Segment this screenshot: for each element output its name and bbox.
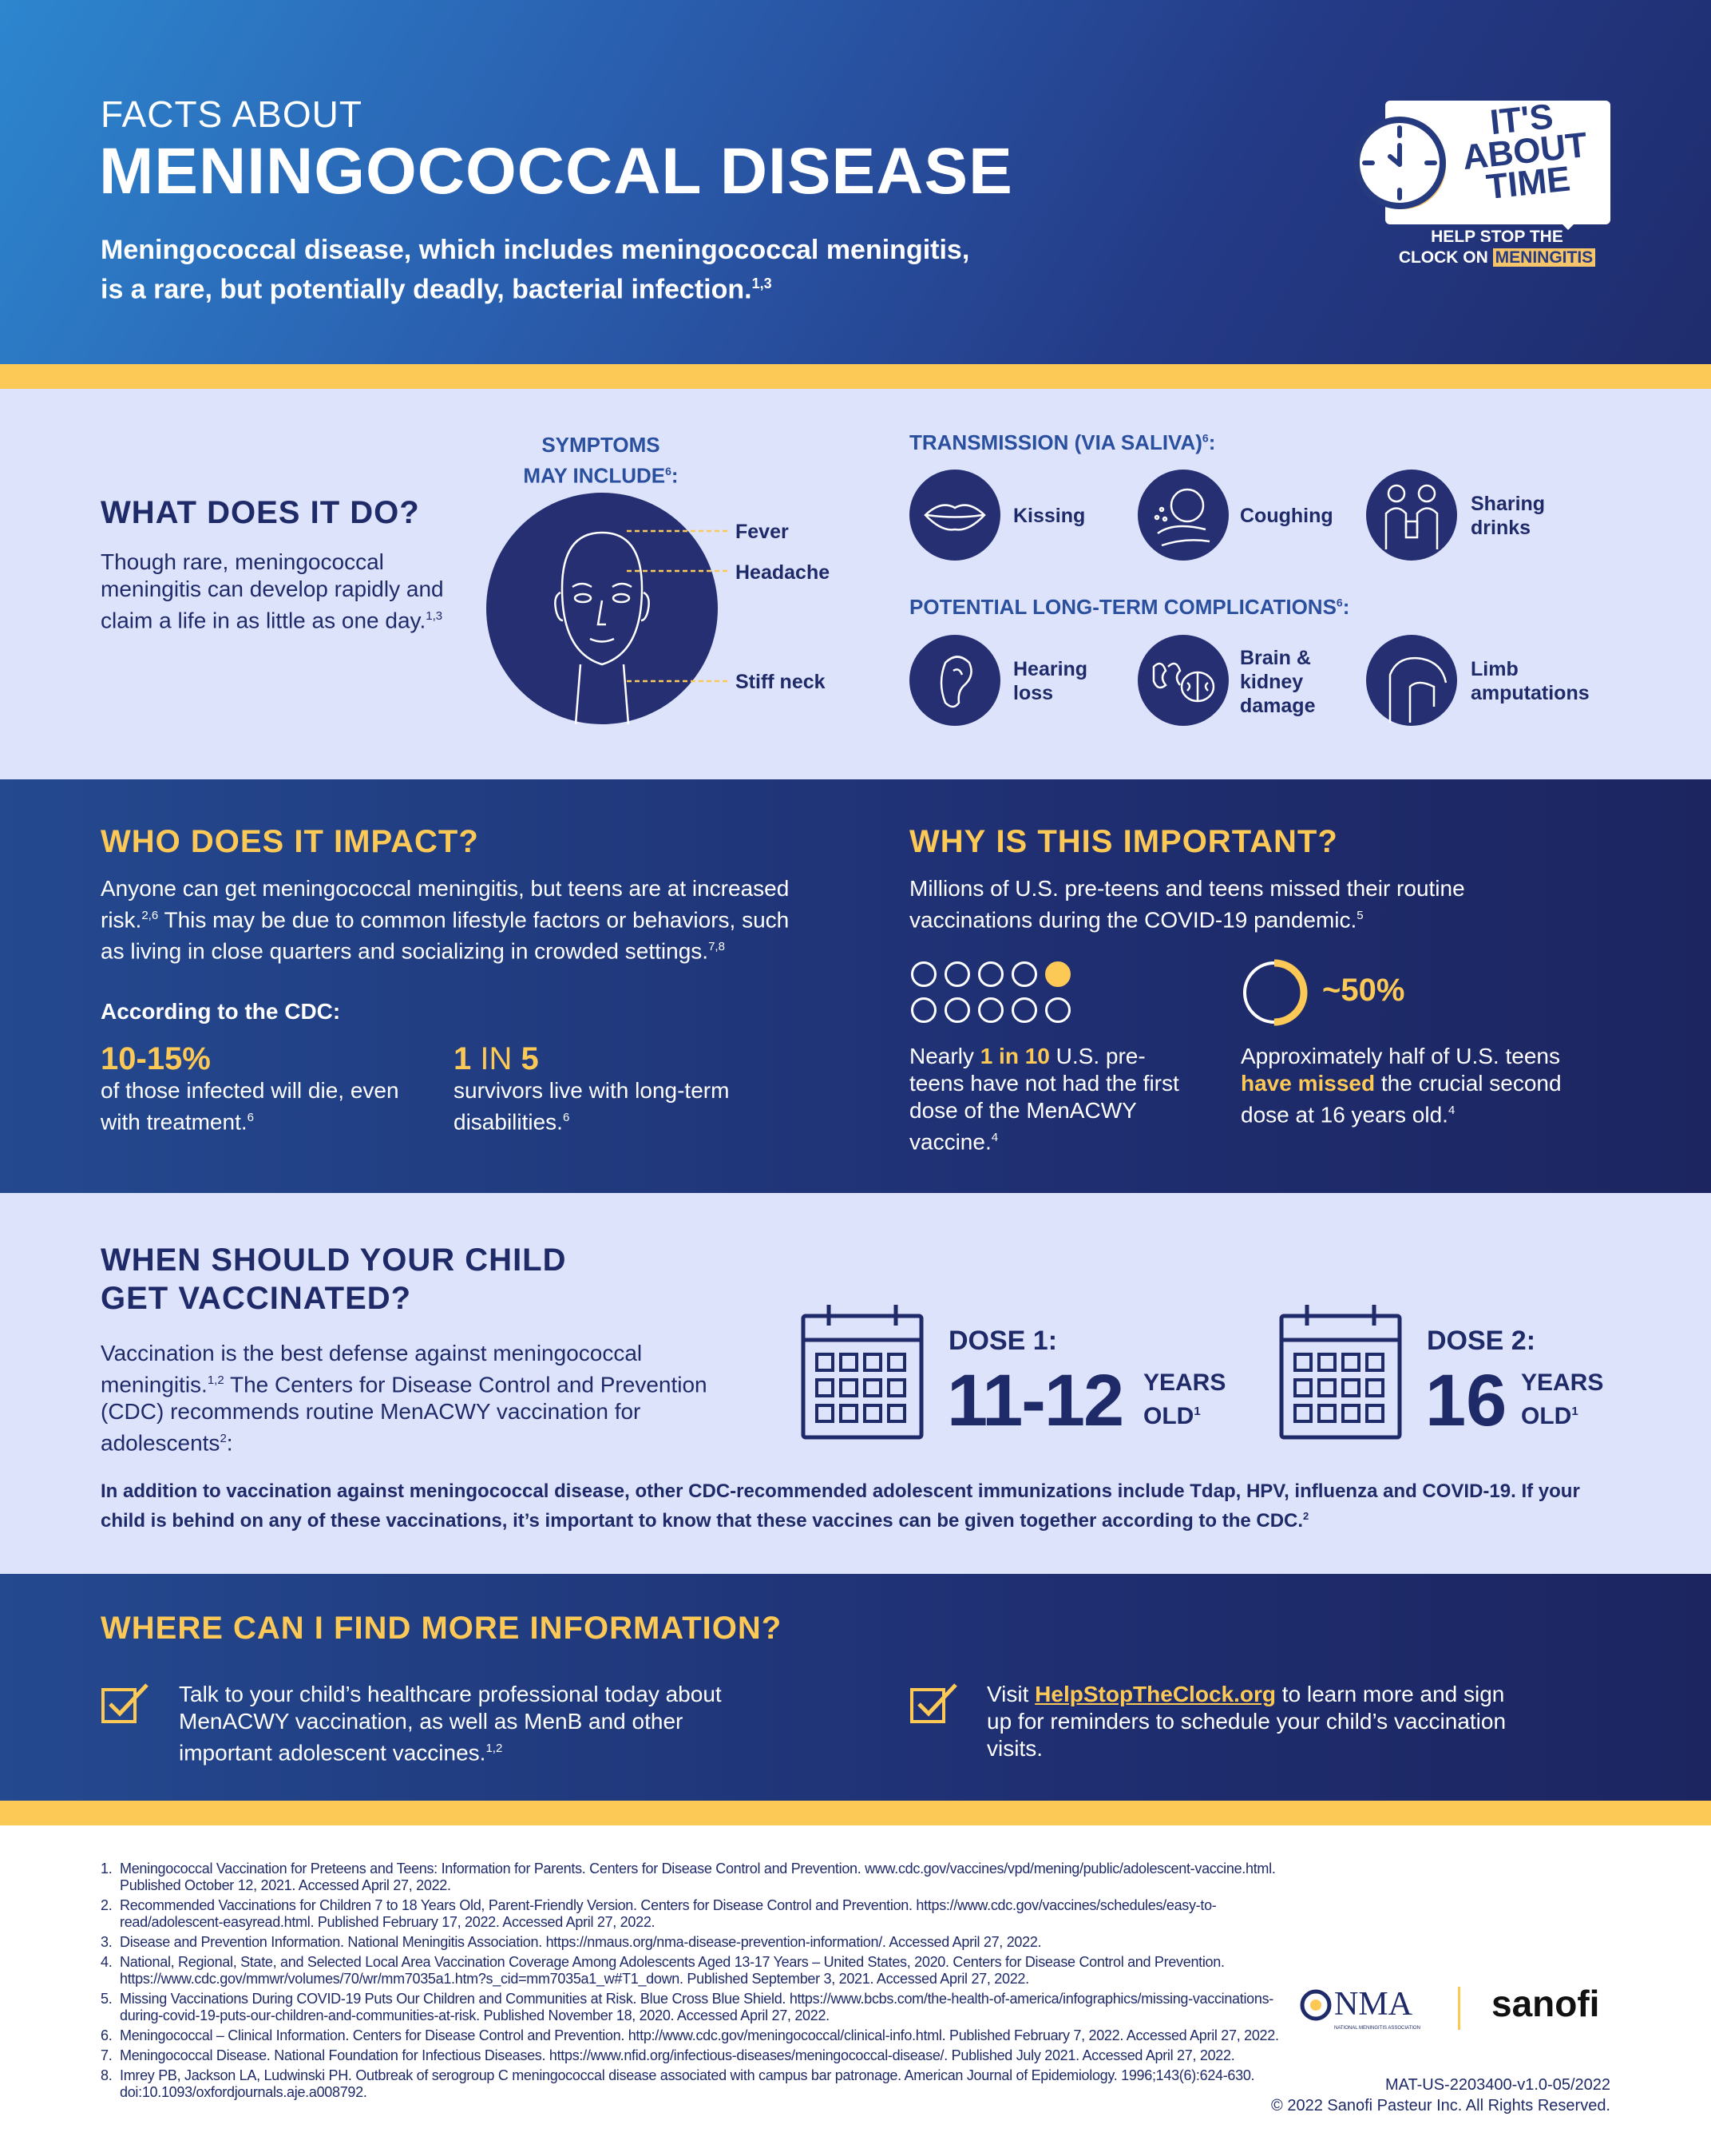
- dose1-label: DOSE 1:: [949, 1326, 1058, 1356]
- where-heading: WHERE CAN I FIND MORE INFORMATION?: [101, 1611, 782, 1646]
- checkbox-icon: [101, 1683, 149, 1723]
- ear-icon: [909, 635, 1000, 726]
- where-item-website: Visit HelpStopTheClock.org to learn more…: [987, 1682, 1507, 1761]
- reference-item: 7. Meningococcal Disease. National Founda…: [101, 2047, 1235, 2063]
- stat-death-rate: 10-15%: [101, 1041, 211, 1076]
- helpstoptheclock-link[interactable]: HelpStopTheClock.org: [1035, 1682, 1276, 1706]
- dose2-age: 16: [1425, 1360, 1507, 1441]
- dose2-units: YEARS OLD1: [1521, 1369, 1604, 1429]
- dot-empty: [1012, 961, 1037, 987]
- transmission-sharing-drinks: Sharing drinks: [1471, 493, 1546, 539]
- reference-item: 8. Imrey PB, Jackson LA, Ludwinski PH. Ou…: [101, 2067, 1255, 2100]
- dot-empty: [1012, 997, 1037, 1023]
- when-section: WHEN SHOULD YOUR CHILD GET VACCINATED? Va…: [0, 1193, 1711, 1574]
- when-note: In addition to vaccination against menin…: [101, 1480, 1580, 1532]
- symptom-fever: Fever: [735, 521, 789, 543]
- stat-death-text: of those infected will die, even with tr…: [101, 1078, 399, 1135]
- where-item-provider: Talk to your child’s healthcare professi…: [179, 1682, 722, 1766]
- dose1-units: YEARS OLD1: [1143, 1369, 1226, 1429]
- dot-empty: [978, 961, 1004, 987]
- sanofi-logo: sanofi: [1491, 1983, 1600, 2024]
- clock-icon: [1353, 117, 1446, 209]
- transmission-kissing: Kissing: [1013, 505, 1086, 527]
- brain-kidney-icon: [1138, 635, 1229, 726]
- coughing-icon: [1138, 470, 1229, 561]
- dot-empty: [945, 961, 970, 987]
- limb-icon: [1366, 635, 1457, 726]
- what-text: Though rare, meningococcal meningitis ca…: [101, 549, 444, 633]
- why-text: Millions of U.S. pre-teens and teens mis…: [909, 876, 1465, 933]
- reference-item: 6. Meningococcal – Clinical Information. …: [101, 2027, 1279, 2043]
- why-heading: WHY IS THIS IMPORTANT?: [909, 824, 1338, 859]
- symptom-stiff-neck: Stiff neck: [735, 671, 826, 693]
- complication-hearing-loss: Hearing loss: [1013, 658, 1088, 704]
- logo-divider: [1458, 1987, 1460, 2030]
- what-heading: WHAT DOES IT DO?: [101, 495, 420, 530]
- legal-text: MAT-US-2203400-v1.0-05/2022 © 2022 Sanofi…: [1271, 2076, 1610, 2114]
- page-title: MENINGOCOCCAL DISEASE: [99, 135, 1013, 208]
- transmission-title: TRANSMISSION (VIA SALIVA)6:: [909, 430, 1216, 454]
- what-section: WHAT DOES IT DO? Though rare, meningococ…: [0, 389, 1711, 779]
- stat-disability-rate: 1 IN 5: [453, 1041, 539, 1076]
- face-icon: [554, 531, 650, 725]
- transmission-coughing: Coughing: [1240, 505, 1333, 527]
- complication-limb-amputations: Limb amputations: [1471, 658, 1590, 704]
- nma-logo: NMA NATIONAL MENINGITIS ASSOCIATION: [1299, 1987, 1435, 2035]
- its-about-time-logo: IT'S ABOUT TIME HELP STOP THE CLOCK ON MEN…: [1353, 97, 1617, 275]
- kicker: FACTS ABOUT: [101, 93, 362, 135]
- reference-item: 5. Missing Vaccinations During COVID-19 P…: [101, 1991, 1273, 2023]
- impact-section: WHO DOES IT IMPACT? Anyone can get menin…: [0, 779, 1711, 1193]
- calendar-icon: [1279, 1305, 1402, 1440]
- symptom-headache: Headache: [735, 561, 830, 584]
- sharing-drinks-icon: [1366, 470, 1457, 561]
- donut-chart: [1241, 959, 1308, 1026]
- checkbox-icon: [910, 1683, 957, 1723]
- where-section: WHERE CAN I FIND MORE INFORMATION? Talk …: [0, 1574, 1711, 1801]
- who-text: Anyone can get meningococcal meningitis,…: [101, 876, 790, 964]
- dose1-age: 11-12: [947, 1360, 1124, 1441]
- subtitle: Meningococcal disease, which includes me…: [101, 235, 970, 305]
- when-text: Vaccination is the best defense against …: [101, 1341, 707, 1456]
- nma-logo-mark: [1300, 1989, 1332, 2021]
- dots-chart: [911, 961, 1087, 1025]
- dot-empty: [1045, 997, 1071, 1023]
- references-list: 1. Meningococcal Vaccination for Preteens…: [101, 1861, 1282, 2104]
- symptom-leader-lines: [627, 529, 731, 683]
- stat-second-dose-value: ~50%: [1322, 973, 1405, 1008]
- dot-empty: [978, 997, 1004, 1023]
- divider-stripe: [0, 1801, 1711, 1825]
- reference-item: 2. Recommended Vaccinations for Children …: [101, 1897, 1217, 1930]
- dose2-label: DOSE 2:: [1427, 1326, 1536, 1356]
- reference-item: 3. Disease and Prevention Information. Na…: [101, 1934, 1042, 1950]
- lips-icon: [909, 470, 1000, 561]
- stat-first-dose-text: Nearly 1 in 10 U.S. pre-teens have not h…: [909, 1044, 1179, 1155]
- reference-item: 1. Meningococcal Vaccination for Preteens…: [101, 1861, 1276, 1893]
- dot-empty: [911, 997, 937, 1023]
- when-heading: WHEN SHOULD YOUR CHILD GET VACCINATED?: [101, 1242, 567, 1316]
- complications-title: POTENTIAL LONG-TERM COMPLICATIONS6:: [909, 595, 1350, 619]
- divider-stripe: [0, 364, 1711, 389]
- calendar-icon: [801, 1305, 924, 1440]
- stat-second-dose-text: Approximately half of U.S. teens have mi…: [1241, 1044, 1562, 1128]
- reference-item: 4. National, Regional, State, and Selecte…: [101, 1954, 1225, 1987]
- dot-empty: [911, 961, 937, 987]
- stat-disability-text: survivors live with long-term disabiliti…: [453, 1078, 730, 1135]
- donut-fill: [1241, 959, 1308, 1026]
- dot-filled: [1045, 961, 1071, 987]
- header-banner: FACTS ABOUT MENINGOCOCCAL DISEASE Mening…: [0, 0, 1711, 364]
- dot-empty: [945, 997, 970, 1023]
- symptoms-title: SYMPTOMS MAY INCLUDE6:: [523, 433, 679, 488]
- cdc-label: According to the CDC:: [101, 999, 341, 1024]
- who-heading: WHO DOES IT IMPACT?: [101, 824, 479, 859]
- complication-brain-kidney: Brain & kidney damage: [1240, 647, 1316, 717]
